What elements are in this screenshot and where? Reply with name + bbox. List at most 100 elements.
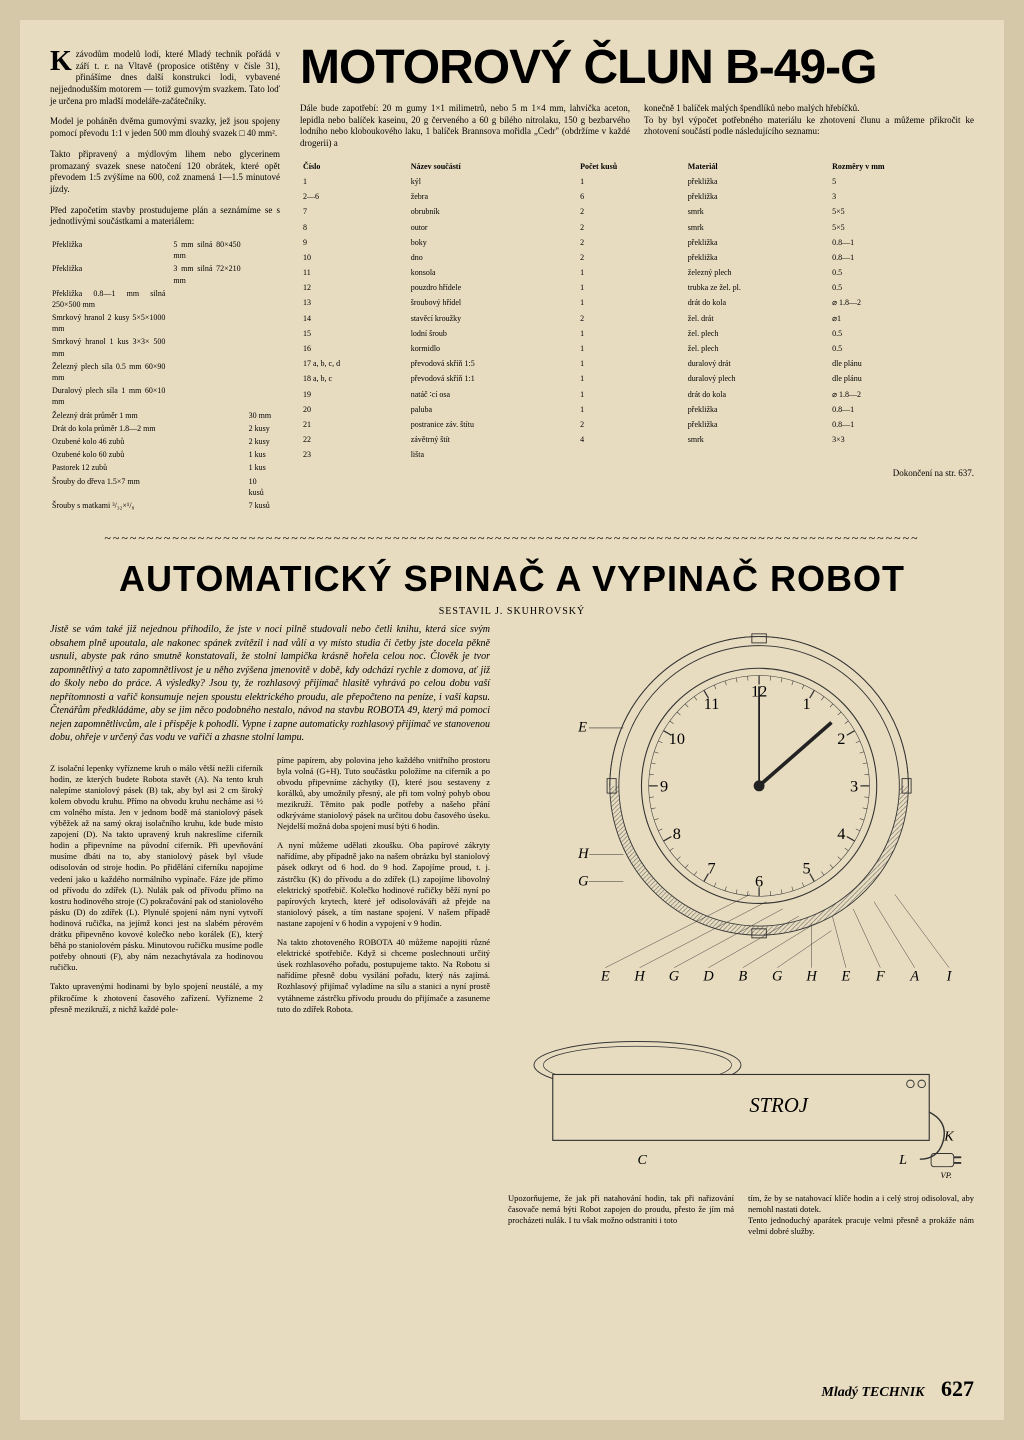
article-2-bottom: Upozorňujeme, že jak při natahování hodi… xyxy=(508,1193,974,1237)
article-2-columns: Z isolační lepenky vyřízneme kruh o málo… xyxy=(50,755,490,1024)
parts-row: 8outor2smrk5×5 xyxy=(302,221,972,234)
clock-diagram: 121234567891011 EHG EHGDBGHEFAI xyxy=(508,623,974,1003)
material-row: Drát do kola průměr 1.8—2 mm2 kusy xyxy=(52,423,278,434)
svg-text:E: E xyxy=(600,968,610,984)
svg-text:G: G xyxy=(772,968,783,984)
svg-text:3: 3 xyxy=(850,776,858,795)
material-row: Duralový plech síla 1 mm 60×10 mm xyxy=(52,385,278,407)
parts-row: 10dno2překližka0.8—1 xyxy=(302,251,972,264)
svg-text:G: G xyxy=(669,968,680,984)
article-2-intro: Jistě se vám také již nejednou přihodilo… xyxy=(50,623,490,745)
stroj-label: STROJ xyxy=(749,1095,808,1117)
parts-row: 16kormidlo1žel. plech0.5 xyxy=(302,342,972,355)
svg-text:C: C xyxy=(637,1152,647,1168)
page-footer: Mladý TECHNIK 627 xyxy=(821,1376,974,1402)
svg-text:F: F xyxy=(875,968,885,984)
paragraph-3: Takto připravený a mýdlovým lihem nebo g… xyxy=(50,149,280,196)
svg-text:E: E xyxy=(577,720,587,736)
material-row: Překližka5 mm silná 80×450 mm xyxy=(52,239,278,261)
parts-row: 12pouzdro hřídele1trubka ze žel. pl.0.5 xyxy=(302,281,972,294)
svg-text:I: I xyxy=(946,968,953,984)
svg-text:5: 5 xyxy=(803,859,811,878)
parts-row: 20paluba1překližka0.8—1 xyxy=(302,403,972,416)
parts-row: 7obrubník2smrk5×5 xyxy=(302,205,972,218)
body-p1: Z isolační lepenky vyřízneme kruh o málo… xyxy=(50,763,263,973)
intro-paragraph: K závodům modelů lodí, které Mladý techn… xyxy=(50,49,280,107)
svg-text:H: H xyxy=(577,846,590,862)
continuation-note: Dokončení na str. 637. xyxy=(300,468,974,478)
right-intro-col2: konečně 1 balíček malých špendlíků nebo … xyxy=(644,103,974,150)
material-row: Šrouby s matkami ³/₃₂×¹/₈7 kusů xyxy=(52,500,278,511)
svg-text:G: G xyxy=(578,873,589,889)
article-2-right: 121234567891011 EHG EHGDBGHEFAI xyxy=(508,623,974,1237)
parts-row: 13šroubový hřídel1drát do kola⌀ 1.8—2 xyxy=(302,296,972,309)
parts-row: 22závětrný štít4smrk3×3 xyxy=(302,433,972,446)
parts-row: 14stavěcí kroužky2žel. drát⌀1 xyxy=(302,312,972,325)
parts-row: 15lodní šroub1žel. plech0.5 xyxy=(302,327,972,340)
svg-text:E: E xyxy=(841,968,851,984)
article-1-leftcolumn: K závodům modelů lodí, které Mladý techn… xyxy=(50,40,280,513)
parts-row: 11konsola1železný plech0.5 xyxy=(302,266,972,279)
material-row: Překližka 0.8—1 mm silná 250×500 mm xyxy=(52,288,278,310)
svg-text:A: A xyxy=(909,968,919,984)
material-row: Smrkový hranol 1 kus 3×3× 500 mm xyxy=(52,336,278,358)
svg-text:B: B xyxy=(738,968,747,984)
body-p4: A nyní můžeme udělati zkoušku. Oba papír… xyxy=(277,840,490,928)
parts-row: 1kýl1překližka5 xyxy=(302,175,972,188)
parts-row: 2—6žebra6překližka3 xyxy=(302,190,972,203)
svg-text:8: 8 xyxy=(673,824,681,843)
svg-text:2: 2 xyxy=(837,729,845,748)
article-2-left: Jistě se vám také již nejednou přihodilo… xyxy=(50,623,490,1237)
article-1-title: MOTOROVÝ ČLUN B-49-G xyxy=(300,40,974,95)
svg-text:K: K xyxy=(943,1128,955,1144)
article-2-author: SESTAVIL J. SKUHROVSKÝ xyxy=(50,606,974,617)
svg-text:11: 11 xyxy=(704,694,720,713)
material-row: Pastorek 12 zubů1 kus xyxy=(52,462,278,473)
stroj-diagram: STROJ C L K VP. xyxy=(508,1018,974,1178)
intro-text: závodům modelů lodí, které Mladý technik… xyxy=(50,49,280,106)
body-p5: Na takto zhotoveného ROBOTA 40 můžeme na… xyxy=(277,937,490,1014)
svg-text:L: L xyxy=(898,1152,907,1168)
parts-row: 21postranice záv. štítu2překližka0.8—1 xyxy=(302,418,972,431)
material-row: Železný drát průměr 1 mm30 mm xyxy=(52,410,278,421)
material-row: Překližka3 mm silná 72×210 mm xyxy=(52,263,278,285)
svg-text:D: D xyxy=(702,968,714,984)
page-number: 627 xyxy=(941,1376,974,1401)
separator: ~~~~~~~~~~~~~~~~~~~~~~~~~~~~~~~~~~~~~~~~… xyxy=(50,531,974,546)
material-row: Ozubené kolo 46 zubů2 kusy xyxy=(52,436,278,447)
article-1: K závodům modelů lodí, které Mladý techn… xyxy=(50,40,974,513)
body-p3: píme papírem, aby polovina jeho každého … xyxy=(277,755,490,832)
parts-row: 18 a, b, cpřevodová skříň 1:11duralový p… xyxy=(302,372,972,385)
svg-text:9: 9 xyxy=(660,776,668,795)
parts-row: 17 a, b, c, dpřevodová skříň 1:51duralov… xyxy=(302,357,972,370)
parts-row: 23lišta xyxy=(302,448,972,461)
bottom-col-2: tím, že by se natahovací klíče hodin a i… xyxy=(748,1193,974,1237)
right-intro-col1: Dále bude zapotřebí: 20 m gumy 1×1 milim… xyxy=(300,103,630,150)
svg-text:6: 6 xyxy=(755,871,763,890)
paragraph-4: Před započetím stavby prostudujeme plán … xyxy=(50,205,280,228)
article-1-rightcolumn: MOTOROVÝ ČLUN B-49-G Dále bude zapotřebí… xyxy=(300,40,974,513)
material-row: Smrkový hranol 2 kusy 5×5×1000 mm xyxy=(52,312,278,334)
svg-text:4: 4 xyxy=(837,824,845,843)
material-row: Železný plech síla 0.5 mm 60×90 mm xyxy=(52,361,278,383)
svg-text:H: H xyxy=(805,968,818,984)
svg-text:7: 7 xyxy=(708,859,716,878)
svg-text:10: 10 xyxy=(669,729,685,748)
material-row: Šrouby do dřeva 1.5×7 mm10 kusů xyxy=(52,476,278,498)
article-2-body: Jistě se vám také již nejednou přihodilo… xyxy=(50,623,974,1237)
parts-row: 9boky2překližka0.8—1 xyxy=(302,236,972,249)
bottom-col-1: Upozorňujeme, že jak při natahování hodi… xyxy=(508,1193,734,1237)
svg-text:H: H xyxy=(633,968,646,984)
paragraph-2: Model je poháněn dvěma gumovými svazky, … xyxy=(50,116,280,139)
parts-table: ČísloNázev součástíPočet kusůMateriálRoz… xyxy=(300,158,974,464)
materials-table: Překližka5 mm silná 80×450 mmPřekližka3 … xyxy=(50,237,280,513)
body-p2: Takto upravenými hodinami by bylo spojen… xyxy=(50,981,263,1014)
footer-brand: Mladý TECHNIK xyxy=(821,1385,924,1400)
dropcap: K xyxy=(50,49,72,74)
magazine-page: K závodům modelů lodí, které Mladý techn… xyxy=(20,20,1004,1420)
material-row: Ozubené kolo 60 zubů1 kus xyxy=(52,449,278,460)
svg-text:VP.: VP. xyxy=(941,1170,952,1178)
parts-row: 19natáč ∶cí osa1drát do kola⌀ 1.8—2 xyxy=(302,388,972,401)
svg-text:1: 1 xyxy=(803,694,811,713)
article-2-title: AUTOMATICKÝ SPINAČ A VYPINAČ ROBOT xyxy=(50,558,974,600)
